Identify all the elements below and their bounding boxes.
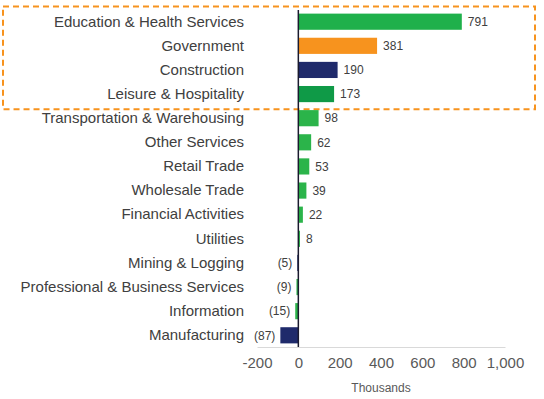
category-tick: Transportation & Warehousing	[42, 109, 244, 126]
data-label: 173	[340, 87, 360, 101]
bar	[298, 62, 337, 78]
data-label: (87)	[254, 329, 275, 343]
value-tick: 600	[410, 347, 435, 371]
data-label: 791	[468, 15, 488, 29]
category-tick: Information	[169, 302, 244, 319]
data-label: 39	[312, 184, 326, 198]
value-tick: 0	[295, 347, 303, 371]
tick-label: 200	[328, 354, 353, 371]
highlight-box	[3, 7, 535, 110]
category-tick: Leisure & Hospitality	[107, 85, 244, 102]
chart: 791 381 190 17398 62 53 39 22 8 (5) (9) (15) (87) Edu…	[0, 0, 544, 399]
category-label: Leisure & Hospitality	[107, 85, 244, 102]
axis-title: Thousands	[351, 381, 410, 395]
category-label: Other Services	[145, 133, 244, 150]
bar	[298, 110, 318, 126]
category-label: Wholesale Trade	[131, 181, 244, 198]
tick-label: -200	[242, 354, 272, 371]
data-label: 62	[317, 136, 331, 150]
data-labels: 791 381 190 17398 62 53 39 22 8 (5) (9) (15) (87)	[254, 15, 488, 343]
bar	[298, 158, 309, 174]
category-label: Retail Trade	[163, 157, 244, 174]
bars	[280, 14, 461, 344]
data-label: 22	[309, 208, 323, 222]
bar	[298, 134, 311, 150]
category-label: Education & Health Services	[54, 12, 244, 29]
category-tick: Professional & Business Services	[21, 278, 244, 295]
category-label: Information	[169, 302, 244, 319]
category-label: Manufacturing	[149, 326, 244, 343]
bar	[280, 327, 298, 343]
axis-line	[258, 347, 506, 348]
category-tick: Government	[161, 37, 244, 54]
data-label: (15)	[269, 304, 290, 318]
data-label: (5)	[278, 256, 293, 270]
category-label: Construction	[160, 61, 244, 78]
zero-line	[298, 10, 300, 347]
category-tick: Education & Health Services	[54, 12, 244, 29]
value-tick: -200	[242, 347, 272, 371]
category-label: Financial Activities	[121, 205, 244, 222]
category-tick: Financial Activities	[121, 205, 244, 222]
value-tick: 800	[452, 347, 477, 371]
data-label: 98	[325, 111, 339, 125]
category-label: Utilities	[196, 230, 244, 247]
data-label: (9)	[277, 280, 292, 294]
data-label: 381	[383, 39, 403, 53]
category-tick: Other Services	[145, 133, 244, 150]
value-tick: 200	[328, 347, 353, 371]
category-tick: Manufacturing	[149, 326, 244, 343]
category-axis: Education & Health Services Government Con…	[21, 12, 245, 343]
category-label: Transportation & Warehousing	[42, 109, 244, 126]
tick-label: 800	[452, 354, 477, 371]
value-axis: -200 0 200 400 600 800 1,000	[242, 347, 524, 371]
bar	[298, 14, 461, 30]
bar	[298, 182, 306, 198]
category-label: Government	[161, 37, 244, 54]
category-tick: Construction	[160, 61, 244, 78]
bar	[298, 86, 334, 102]
bar	[298, 38, 377, 54]
tick-label: 1,000	[487, 354, 525, 371]
tick-label: 600	[410, 354, 435, 371]
data-label: 190	[344, 63, 364, 77]
data-label: 8	[306, 232, 313, 246]
category-label: Mining & Logging	[128, 254, 244, 271]
category-tick: Wholesale Trade	[131, 181, 244, 198]
value-tick: 400	[369, 347, 394, 371]
tick-label: 400	[369, 354, 394, 371]
category-label: Professional & Business Services	[21, 278, 244, 295]
category-tick: Retail Trade	[163, 157, 244, 174]
value-tick: 1,000	[487, 347, 525, 371]
category-tick: Mining & Logging	[128, 254, 244, 271]
data-label: 53	[315, 160, 329, 174]
tick-label: 0	[295, 354, 303, 371]
category-tick: Utilities	[196, 230, 244, 247]
